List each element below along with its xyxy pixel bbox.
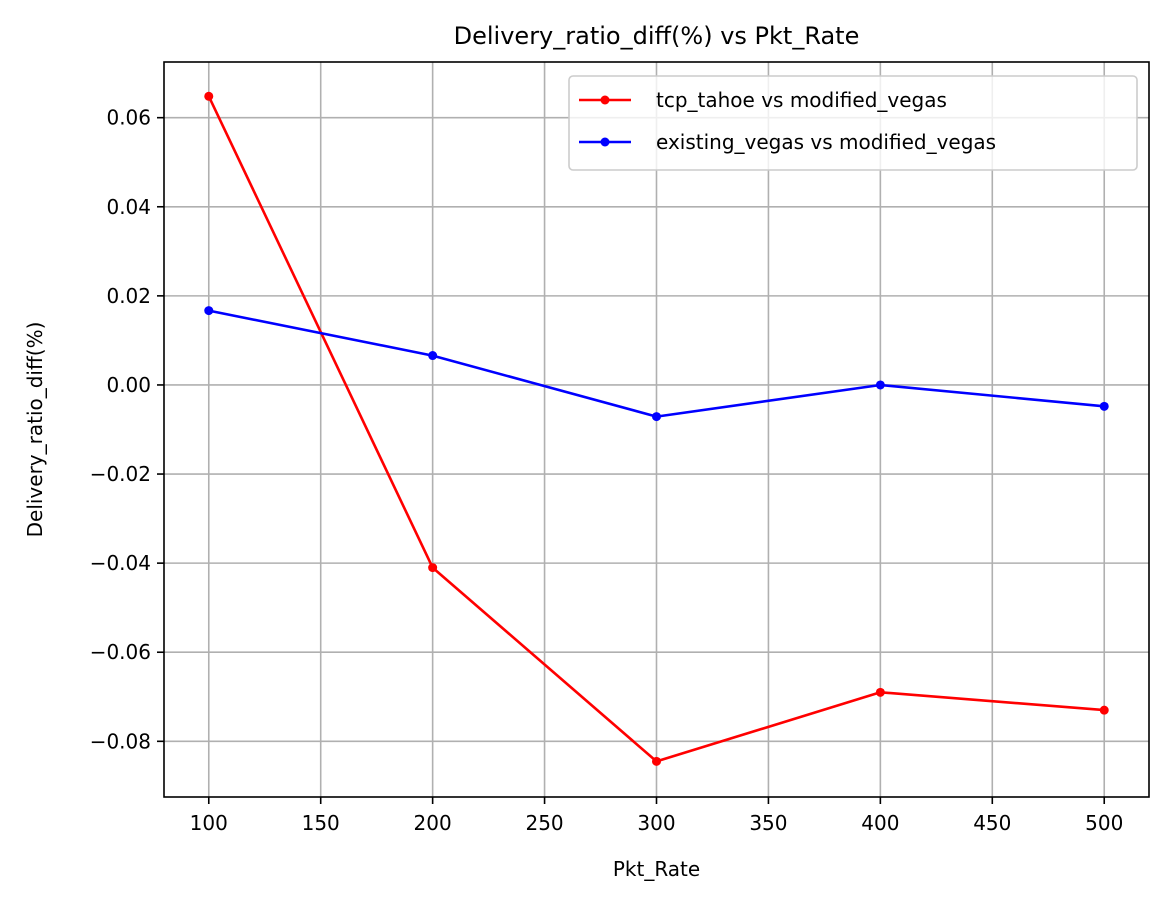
x-tick-label: 450 [973, 811, 1011, 835]
legend-box [568, 75, 1138, 171]
y-tick-label: −0.02 [90, 462, 151, 486]
data-point [428, 351, 438, 361]
chart-title: Delivery_ratio_diff(%) vs Pkt_Rate [454, 22, 860, 50]
grid [164, 62, 1149, 797]
data-point [204, 306, 214, 316]
x-tick-label: 200 [414, 811, 452, 835]
y-tick-label: −0.06 [90, 640, 151, 664]
legend-marker-1 [600, 95, 610, 105]
data-point [652, 756, 661, 766]
y-tick-label: −0.04 [90, 551, 151, 575]
legend-marker-2 [600, 137, 610, 147]
x-tick-label: 350 [749, 811, 787, 835]
x-tick-label: 500 [1085, 811, 1123, 835]
y-axis-label: Delivery_ratio_diff(%) [23, 322, 47, 538]
legend-label-1: tcp_tahoe vs modified_vegas [656, 88, 947, 112]
legend: tcp_tahoe vs modified_vegas existing_vega… [568, 75, 1138, 171]
x-tick-label: 150 [302, 811, 340, 835]
data-point [652, 412, 661, 422]
y-tick-label: 0.04 [106, 195, 151, 219]
legend-label-2: existing_vegas vs modified_vegas [656, 130, 996, 154]
data-point [204, 91, 214, 101]
x-tick-label: 100 [190, 811, 228, 835]
data-point [1099, 401, 1109, 411]
series-lines [204, 91, 1109, 766]
y-tick-label: 0.06 [106, 106, 151, 130]
y-tick-label: 0.00 [106, 373, 151, 397]
x-tick-label: 400 [861, 811, 899, 835]
y-axis-ticks: −0.08 −0.06 −0.04 −0.02 0.00 0.02 0.04 0.06 [90, 106, 164, 753]
x-tick-label: 250 [525, 811, 563, 835]
data-point [1099, 705, 1109, 715]
y-tick-label: 0.02 [106, 284, 151, 308]
data-point [875, 380, 885, 390]
data-point [428, 563, 438, 573]
data-point [875, 687, 885, 697]
x-tick-label: 300 [637, 811, 675, 835]
x-axis-label: Pkt_Rate [613, 857, 700, 881]
x-axis-ticks: 100 150 200 250 300 350 400 450 500 [190, 797, 1123, 835]
y-tick-label: −0.08 [90, 729, 151, 753]
